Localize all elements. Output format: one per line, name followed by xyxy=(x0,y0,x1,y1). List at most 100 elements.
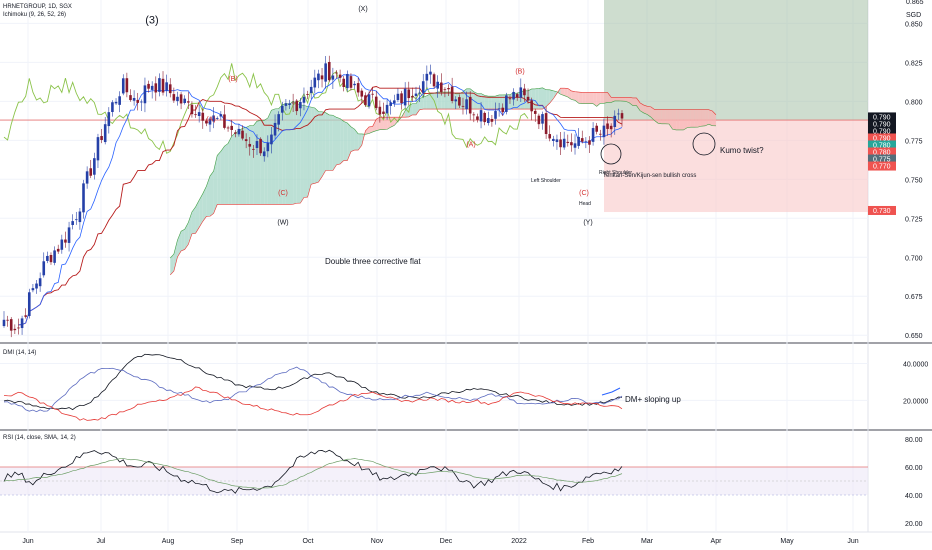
kumo-segment-165 xyxy=(694,109,698,128)
candle-body-88 xyxy=(320,75,324,80)
candle-body-143 xyxy=(519,87,523,98)
dmi-tick-label-1: 20.0000 xyxy=(903,398,928,405)
candle-body-159 xyxy=(577,136,580,146)
kumo-segment-153 xyxy=(650,106,655,121)
candle-body-80 xyxy=(291,102,295,104)
candle-body-15 xyxy=(56,248,60,252)
candle-body-168 xyxy=(609,125,613,130)
kumo-segment-32 xyxy=(213,155,218,214)
candle-body-141 xyxy=(512,91,515,100)
price-tag-4: 0.780 xyxy=(873,142,891,149)
candle-body-121 xyxy=(439,82,443,92)
wave-label-1: (X) xyxy=(358,6,367,13)
candle-body-9 xyxy=(35,283,38,289)
price-tag-bg-7 xyxy=(868,161,896,171)
kumo-segment-123 xyxy=(542,87,547,110)
kumo-segment-85 xyxy=(405,105,409,118)
kumo-segment-145 xyxy=(622,97,626,102)
candle-body-55 xyxy=(201,112,205,121)
wave-label-4: (C) xyxy=(278,190,288,197)
annotation-left-shoulder: Left Shoulder xyxy=(531,178,561,184)
kumo-segment-26 xyxy=(191,206,196,234)
time-tick-label-6: Dec xyxy=(440,538,453,545)
price-tag-bg-5 xyxy=(868,147,896,157)
kumo-segment-149 xyxy=(636,97,641,111)
candle-body-73 xyxy=(266,142,270,152)
candle-body-81 xyxy=(295,100,299,112)
kumo-segment-135 xyxy=(585,92,590,104)
candle-body-38 xyxy=(140,101,143,103)
price-tick-label-4: 0.750 xyxy=(905,177,923,184)
currency-label: SGD xyxy=(906,12,921,19)
kumo-segment-108 xyxy=(488,96,492,110)
candle-body-108 xyxy=(393,100,396,104)
price-tick-label-3: 0.775 xyxy=(905,138,923,145)
candle-body-17 xyxy=(64,239,67,243)
candle-body-44 xyxy=(161,78,165,93)
candle-body-66 xyxy=(241,130,244,139)
kumo-segment-75 xyxy=(369,126,373,134)
kumo-segment-132 xyxy=(575,91,579,104)
kumo-segment-94 xyxy=(437,91,442,110)
price-tick-label-8: 0.650 xyxy=(905,333,923,340)
price-tick-label-7: 0.675 xyxy=(905,294,923,301)
kumo-segment-61 xyxy=(318,111,323,183)
time-tick-label-0: Jun xyxy=(22,538,33,545)
price-tick-label-2: 0.800 xyxy=(905,99,923,106)
candle-body-33 xyxy=(121,78,125,94)
candle-body-129 xyxy=(468,96,472,114)
dmi-panel: 40.0000 20.0000 xyxy=(0,353,928,421)
candle-body-65 xyxy=(237,128,241,135)
candle-body-93 xyxy=(338,74,342,78)
candle-body-151 xyxy=(548,134,552,139)
candle-body-60 xyxy=(219,114,223,117)
price-tag-3: 0.790 xyxy=(873,135,891,142)
price-tick-label-6: 0.700 xyxy=(905,255,923,262)
candle-body-99 xyxy=(360,90,364,97)
candle-body-130 xyxy=(472,114,476,116)
kumo-segment-22 xyxy=(177,231,182,258)
candle-body-137 xyxy=(497,108,501,110)
kumo-segment-23 xyxy=(181,229,185,251)
candle-body-62 xyxy=(226,127,230,129)
price-tag-bg-1 xyxy=(868,119,896,129)
time-tick-label-9: Mar xyxy=(641,538,654,545)
kumo-segment-155 xyxy=(658,109,662,124)
dmi-legend: DMI (14, 14) xyxy=(3,350,36,356)
price-axis: 0.850 0.825 0.800 0.775 0.750 0.725 0.700 0.675… xyxy=(868,0,924,340)
kumo-segment-168 xyxy=(705,109,709,126)
kumo-segment-131 xyxy=(571,90,576,101)
candle-body-19 xyxy=(71,221,74,226)
candle-body-147 xyxy=(533,110,537,114)
candle-body-139 xyxy=(505,95,508,112)
kumo-segment-57 xyxy=(303,105,308,198)
candle-body-39 xyxy=(143,85,147,104)
candle-body-49 xyxy=(179,94,183,104)
kumo-segment-77 xyxy=(376,117,380,131)
wave-labels: (3) (X) (B) (A) (C) (W) (B) (A) (C) (Y) xyxy=(145,6,592,227)
candle-body-30 xyxy=(111,102,114,112)
kumo-segment-27 xyxy=(195,200,200,234)
candle-body-145 xyxy=(526,96,530,101)
candle-body-101 xyxy=(367,94,371,107)
candle-body-116 xyxy=(421,81,425,93)
price-tag-0: 0.790 xyxy=(873,114,891,121)
kumo-segment-59 xyxy=(311,107,315,185)
kumo-segment-36 xyxy=(228,136,232,205)
kumo-segment-128 xyxy=(560,88,565,96)
candle-body-23 xyxy=(85,171,89,184)
candle-body-46 xyxy=(168,84,172,94)
candle-body-118 xyxy=(429,71,432,75)
kumo-segment-130 xyxy=(567,88,572,100)
candle-body-68 xyxy=(248,143,252,147)
candle-body-56 xyxy=(205,120,208,124)
kumo-segment-31 xyxy=(210,171,214,217)
kumo-segment-24 xyxy=(184,222,189,250)
kumo-segment-122 xyxy=(538,87,543,110)
candle-body-22 xyxy=(82,183,85,213)
kumo-segment-45 xyxy=(260,120,265,205)
kumo-segment-147 xyxy=(629,97,633,106)
candle-body-5 xyxy=(20,318,24,329)
candle-body-166 xyxy=(602,125,606,138)
